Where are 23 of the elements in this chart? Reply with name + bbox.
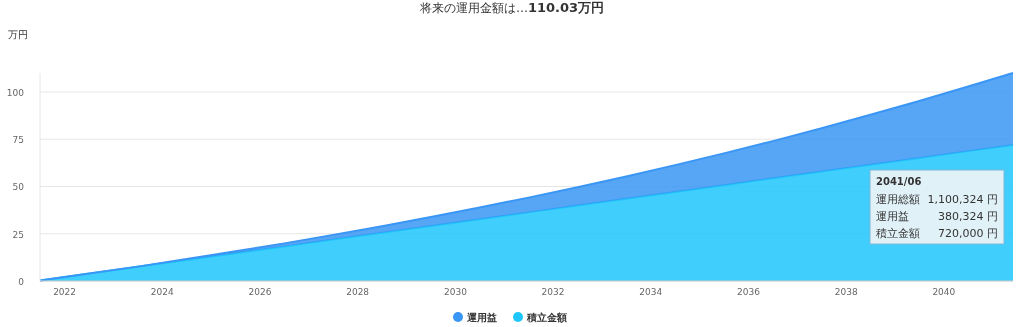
y-axis-title: 万円 [8,29,28,40]
y-tick-label: 25 [12,229,24,240]
text: 積立金額 720,000 円 [876,227,998,240]
y-tick-label: 75 [12,135,24,146]
x-tick-label: 2028 [346,287,370,297]
annotation: 2041/06 [876,176,922,187]
x-tick-label: 2036 [737,287,761,297]
annotation: 運用総額 1,100,324 円 [876,193,998,206]
legend-label: 積立金額 [526,312,567,323]
y-tick-label: 50 [12,182,25,193]
x-tick-label: 2024 [150,287,174,297]
x-tick-label: 2040 [932,287,956,297]
legend-label: 運用益 [466,312,497,323]
chart-subtitle: 110.03万円 [527,0,605,15]
x-tick-label: 2026 [248,287,272,297]
x-tick-label: 2032 [541,287,565,297]
x-tick-label: 2030 [443,287,468,297]
x-tick-label: 2038 [834,287,858,297]
x-tick-label: 2022 [53,287,77,297]
y-tick-label: 0 [18,277,25,287]
x-tick-label: 2034 [639,287,663,297]
y-tick-label: 100 [6,87,25,98]
text: 運用益 380,324 円 [876,210,998,223]
